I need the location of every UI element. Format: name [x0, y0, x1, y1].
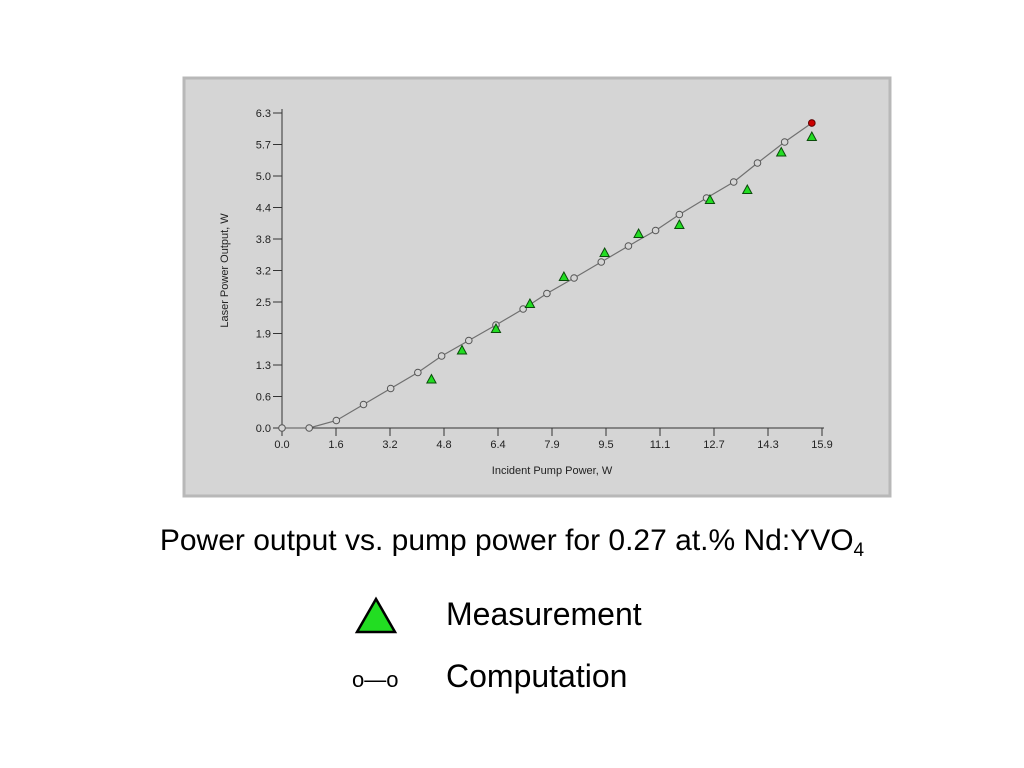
computation-point: [414, 368, 422, 377]
y-tick-label: 1.3: [256, 360, 271, 372]
computation-point: [332, 416, 341, 425]
x-tick-label: 1.6: [328, 439, 343, 451]
y-tick-label: 6.3: [256, 108, 271, 120]
x-tick-label: 14.3: [757, 439, 778, 451]
y-tick-label: 1.9: [256, 329, 271, 341]
y-tick-label: 2.5: [256, 297, 271, 309]
measurement-point: [456, 344, 468, 355]
legend-label-measurement: Measurement: [446, 596, 642, 632]
legend-item-computation: o—o Computation: [0, 656, 1024, 696]
computation-point: [305, 424, 313, 432]
computation-point: [437, 352, 446, 360]
computation-point: [651, 226, 660, 235]
legend-symbol-computation: o—o: [352, 667, 399, 692]
computation-point: [464, 336, 473, 345]
y-tick-label: 3.2: [256, 266, 271, 278]
y-tick-label: 5.7: [256, 140, 271, 152]
computation-point: [597, 258, 606, 266]
computation-point: [543, 289, 551, 298]
x-axis-label: Incident Pump Power, W: [492, 465, 613, 477]
computation-point: [753, 159, 762, 167]
x-tick-label: 12.7: [703, 439, 724, 451]
computation-point: [278, 424, 286, 432]
computation-point: [729, 178, 738, 186]
y-tick-label: 4.4: [256, 203, 271, 215]
x-tick-label: 0.0: [274, 439, 289, 451]
x-tick-label: 7.9: [544, 439, 559, 451]
figure-caption: Power output vs. pump power for 0.27 at.…: [0, 524, 1024, 562]
legend-label-computation: Computation: [446, 658, 628, 694]
measurement-point: [558, 270, 570, 281]
x-tick-label: 3.2: [382, 439, 397, 451]
measurement-point: [775, 146, 787, 157]
measurement-point: [704, 193, 716, 204]
measurement-point: [524, 297, 536, 308]
chart-background: [182, 76, 892, 498]
computation-point: [519, 305, 527, 313]
computation-point: [780, 138, 789, 146]
x-tick-label: 15.9: [811, 439, 832, 451]
measurement-point: [490, 322, 502, 333]
y-tick-label: 0.6: [256, 392, 271, 404]
x-tick-label: 11.1: [650, 439, 671, 451]
computation-point: [624, 242, 633, 250]
measurement-point: [633, 227, 645, 238]
y-tick-label: 3.8: [256, 234, 271, 246]
caption-text: Power output vs. pump power for 0.27 at.…: [159, 524, 854, 557]
computation-point: [570, 274, 578, 282]
x-tick-label: 4.8: [436, 439, 451, 451]
y-axis-label: Laser Power Output, W: [219, 213, 231, 328]
x-tick-label: 9.5: [598, 439, 613, 451]
green-triangle-icon: [354, 596, 398, 634]
measurement-point: [806, 130, 818, 141]
computation-point: [359, 400, 368, 409]
measurement-point: [673, 218, 685, 229]
measurement-point: [425, 373, 437, 384]
chart-panel: 0.0 0.6 1.3 1.9 2.5 3.2 3.8 4.4 5.0 5.7 6.3 0.0 1.6 3…: [182, 76, 892, 498]
computation-point: [675, 210, 684, 219]
y-tick-label: 0.0: [256, 423, 271, 435]
computation-point: [386, 384, 395, 393]
x-tick-label: 6.4: [490, 439, 505, 451]
measurement-point: [741, 183, 753, 194]
measurement-point: [599, 246, 611, 257]
highlight-point: [808, 119, 816, 127]
y-tick-label: 5.0: [256, 171, 271, 183]
legend-item-measurement: Measurement: [0, 594, 1024, 634]
caption-subscript: 4: [853, 540, 865, 561]
